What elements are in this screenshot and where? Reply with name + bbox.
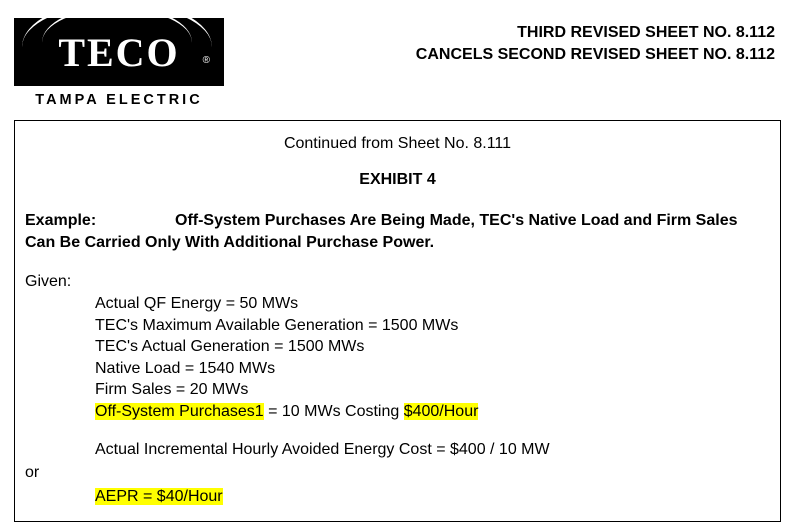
highlight-cost: $400/Hour <box>404 403 479 420</box>
given-line: TEC's Actual Generation = 1500 MWs <box>95 336 770 358</box>
sheet-line-2: CANCELS SECOND REVISED SHEET NO. 8.112 <box>244 44 775 66</box>
continued-from: Continued from Sheet No. 8.111 <box>25 133 770 155</box>
sheet-header: THIRD REVISED SHEET NO. 8.112 CANCELS SE… <box>244 18 781 65</box>
logo-sub-text: TAMPA ELECTRIC <box>35 92 202 108</box>
given-line: Actual QF Energy = 50 MWs <box>95 293 770 315</box>
logo-block: TECO ® TAMPA ELECTRIC <box>14 18 224 108</box>
or-label: or <box>25 462 770 484</box>
exhibit-title: EXHIBIT 4 <box>25 169 770 191</box>
given-line: Firm Sales = 20 MWs <box>95 379 770 401</box>
highlight-aepr: AEPR = $40/Hour <box>95 488 223 505</box>
given-line-mid: = 10 MWs Costing <box>264 403 404 420</box>
given-line: Native Load = 1540 MWs <box>95 358 770 380</box>
given-block: Given: Actual QF Energy = 50 MWs TEC's M… <box>25 271 770 507</box>
highlight-off-system: Off-System Purchases1 <box>95 403 264 420</box>
logo-main-text: TECO <box>58 29 179 76</box>
content-frame: Continued from Sheet No. 8.111 EXHIBIT 4… <box>14 120 781 522</box>
example-label: Example: <box>25 210 175 232</box>
given-line: TEC's Maximum Available Generation = 150… <box>95 315 770 337</box>
given-lines: Actual QF Energy = 50 MWs TEC's Maximum … <box>25 293 770 423</box>
example-block: Example:Off-System Purchases Are Being M… <box>25 210 770 253</box>
given-label: Given: <box>25 271 770 293</box>
given-line: Off-System Purchases1 = 10 MWs Costing $… <box>95 401 770 423</box>
sheet-line-1: THIRD REVISED SHEET NO. 8.112 <box>244 22 775 44</box>
header-row: TECO ® TAMPA ELECTRIC THIRD REVISED SHEE… <box>14 18 781 108</box>
calc-line: Actual Incremental Hourly Avoided Energy… <box>25 439 770 461</box>
page: TECO ® TAMPA ELECTRIC THIRD REVISED SHEE… <box>0 0 795 522</box>
teco-logo: TECO ® <box>14 18 224 86</box>
aepr-line: AEPR = $40/Hour <box>25 486 770 508</box>
